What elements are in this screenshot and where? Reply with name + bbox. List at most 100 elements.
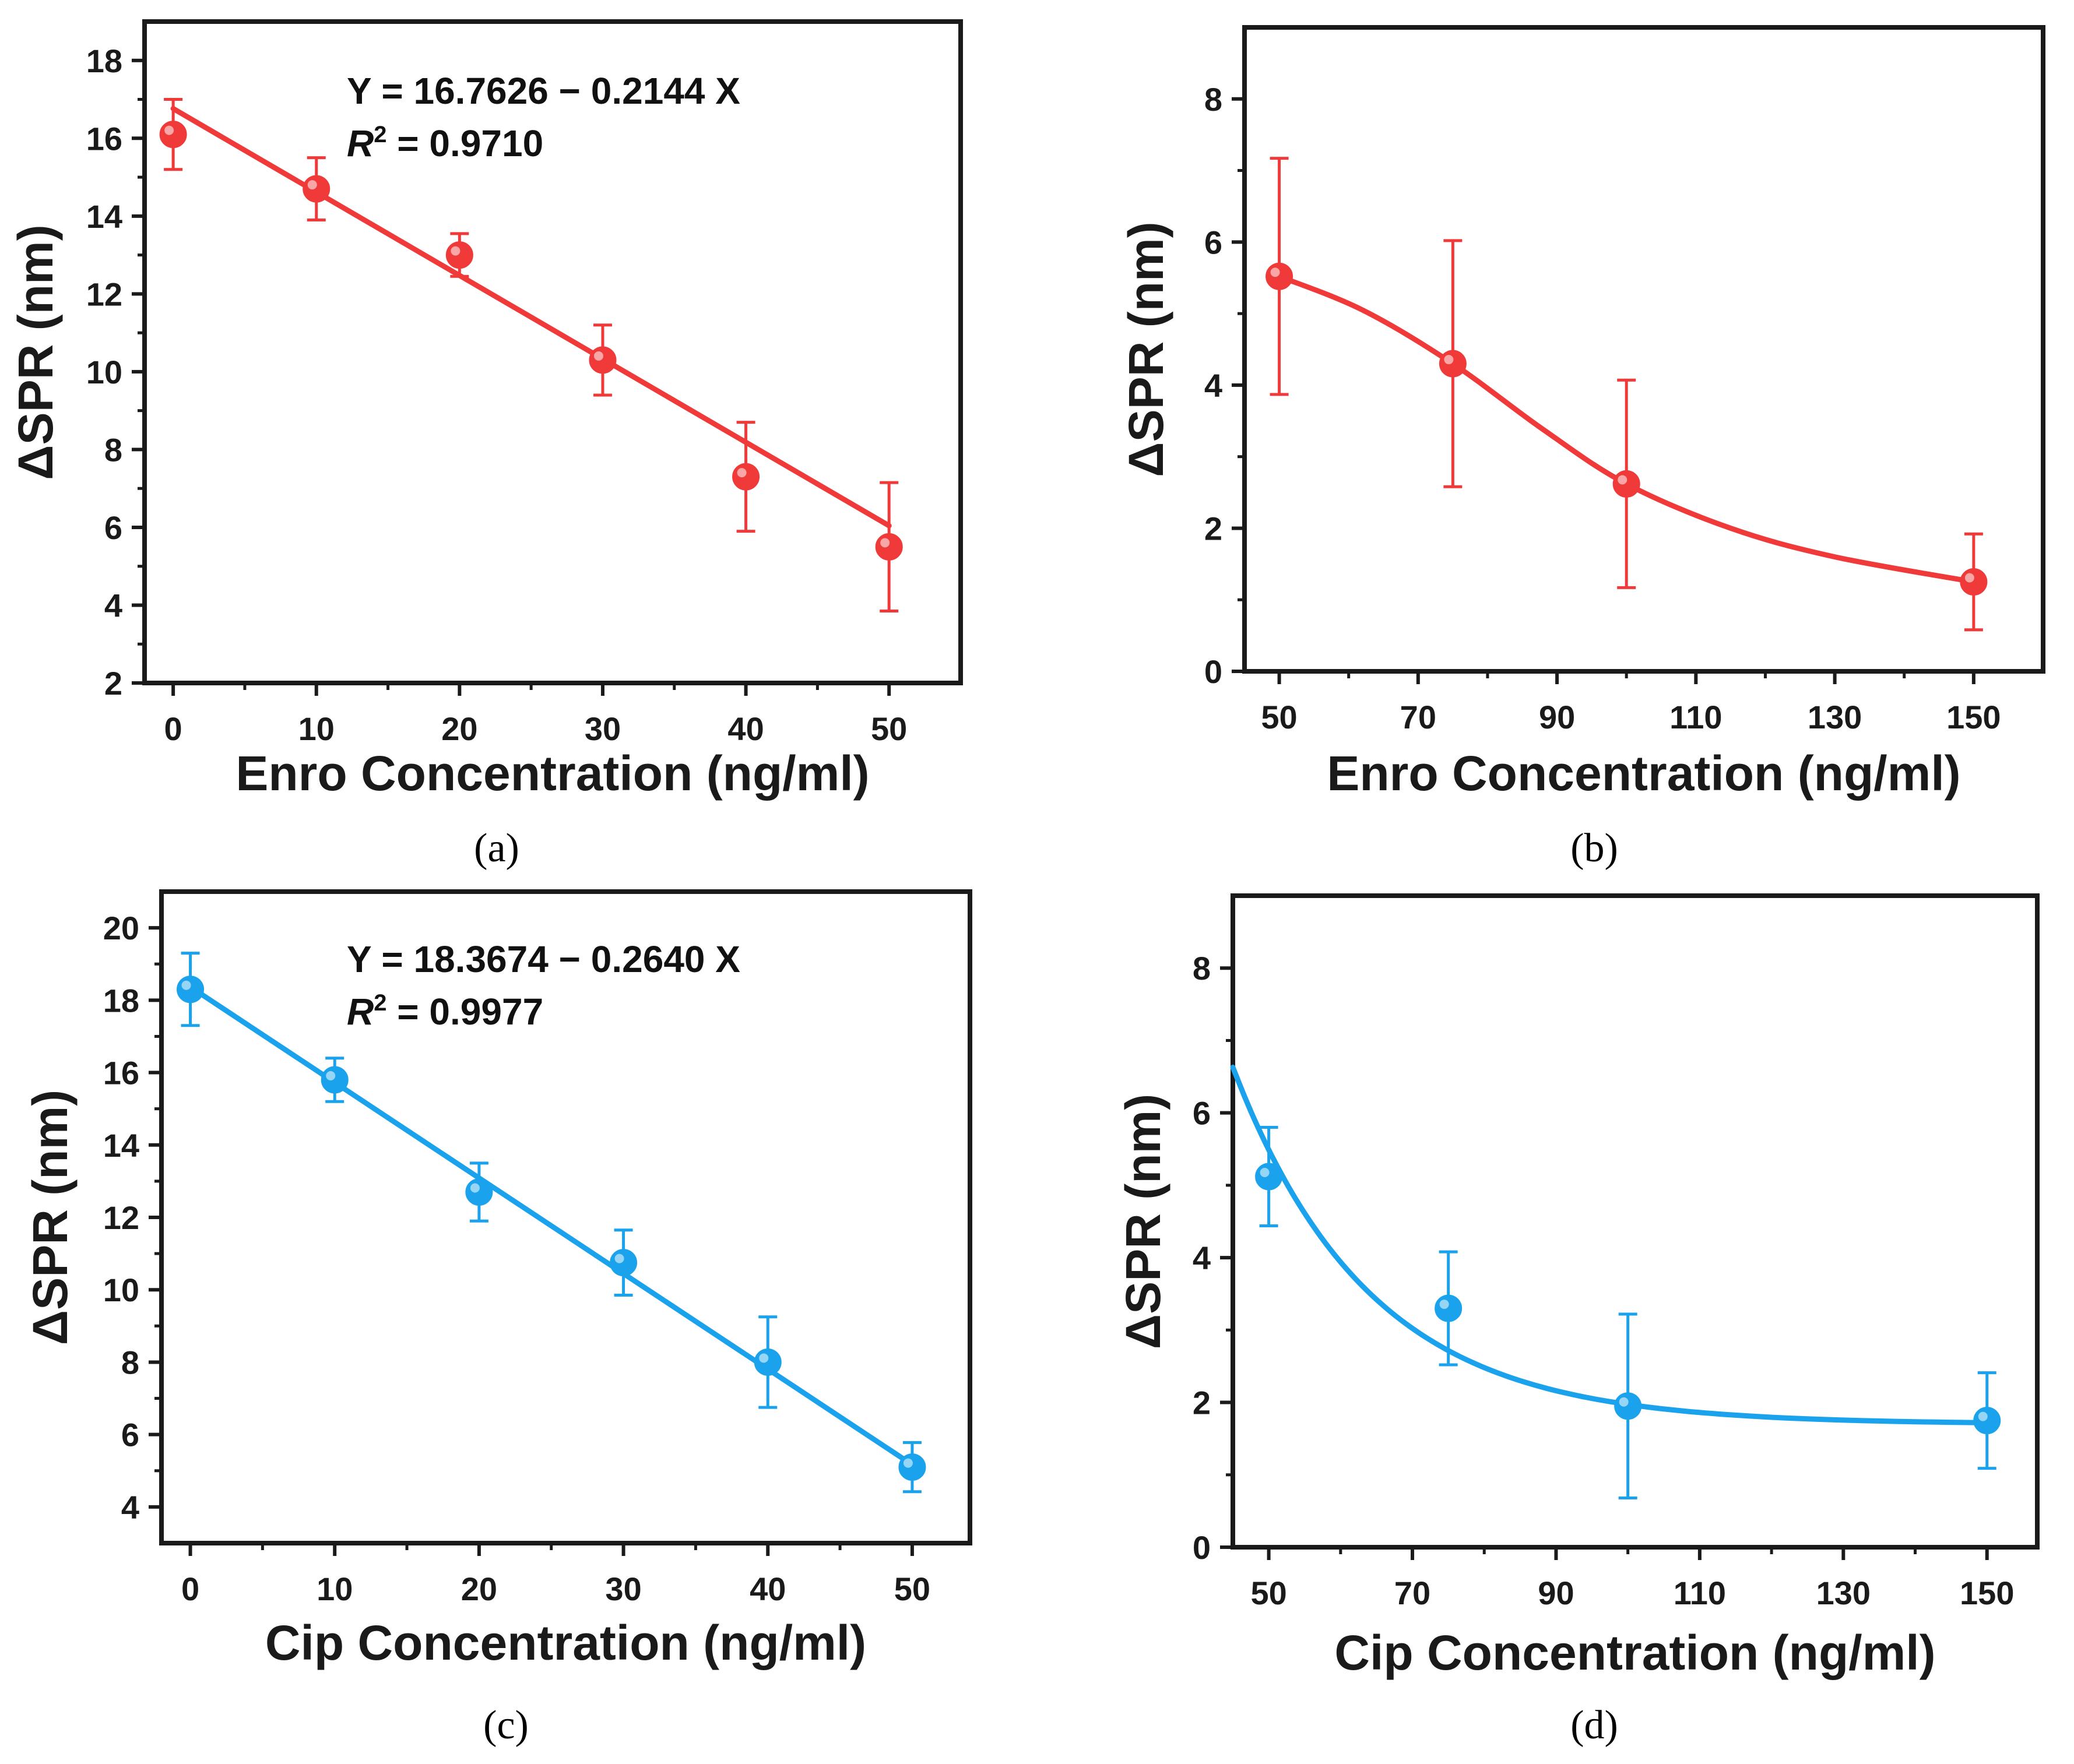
fit-r-squared: R2 = 0.9710 xyxy=(347,122,543,164)
data-point-highlight xyxy=(470,1183,480,1193)
data-point xyxy=(445,241,473,269)
data-point-highlight xyxy=(903,1458,913,1468)
x-tick-label: 10 xyxy=(298,710,335,747)
x-tick-label: 50 xyxy=(1250,1575,1286,1611)
y-tick-label: 12 xyxy=(86,276,122,312)
x-tick-label: 40 xyxy=(750,1571,786,1607)
data-point xyxy=(589,346,617,374)
y-tick-label: 8 xyxy=(104,431,122,468)
data-point-highlight xyxy=(1978,1411,1988,1421)
y-tick-label: 10 xyxy=(86,354,122,390)
x-tick-label: 50 xyxy=(894,1571,930,1607)
r-squared-value: = 0.9710 xyxy=(386,122,543,164)
y-tick-label: 6 xyxy=(1204,224,1222,260)
x-tick-label: 20 xyxy=(461,1571,497,1607)
data-point-highlight xyxy=(451,246,461,256)
x-tick-label: 50 xyxy=(871,710,907,747)
data-point-highlight xyxy=(326,1071,336,1080)
fit-equation: Y = 18.3674 − 0.2640 X xyxy=(347,938,740,980)
y-axis-title: ΔSPR (nm) xyxy=(1119,221,1173,477)
data-point xyxy=(1439,350,1467,378)
data-point xyxy=(610,1249,638,1277)
y-tick-label: 2 xyxy=(104,665,122,702)
y-tick-label: 2 xyxy=(1193,1385,1211,1421)
data-point xyxy=(303,175,331,203)
data-point-highlight xyxy=(1260,1167,1270,1177)
data-point xyxy=(159,121,187,149)
y-tick-label: 16 xyxy=(103,1055,139,1092)
x-tick-label: 150 xyxy=(1960,1575,2014,1611)
y-tick-label: 18 xyxy=(86,43,122,79)
panel-b-enro-curve: 50 70 90 110 130 150 0 2 4 6 8 Enro Concentration (… xyxy=(1119,25,2045,871)
data-point xyxy=(1614,1392,1642,1420)
data-point-highlight xyxy=(1964,573,1974,583)
data-point-highlight xyxy=(1618,475,1627,485)
x-axis-title: Cip Concentration (ng/ml) xyxy=(1334,1625,1935,1680)
fit-r-squared: R2 = 0.9977 xyxy=(347,990,543,1033)
y-tick-label: 8 xyxy=(121,1344,139,1381)
plot-frame xyxy=(159,889,972,1545)
plot-frame xyxy=(1242,25,2045,674)
data-point xyxy=(1435,1294,1463,1322)
data-point-highlight xyxy=(1439,1300,1449,1309)
y-axis-title: ΔSPR (nm) xyxy=(1116,1094,1170,1349)
data-point-highlight xyxy=(164,125,174,135)
x-tick-label: 40 xyxy=(727,710,764,747)
x-tick-label: 50 xyxy=(1261,699,1297,735)
panel-label: (c) xyxy=(483,1703,529,1748)
x-tick-label: 70 xyxy=(1394,1575,1430,1611)
data-point-highlight xyxy=(1270,267,1280,277)
data-point xyxy=(732,463,760,491)
data-point xyxy=(875,533,903,561)
y-tick-label: 8 xyxy=(1204,81,1222,118)
data-point xyxy=(898,1453,926,1481)
fit-line xyxy=(188,984,915,1467)
data-point xyxy=(1973,1407,2001,1435)
data-point-highlight xyxy=(1619,1397,1629,1407)
fit-line xyxy=(1277,273,1977,585)
panel-label: (a) xyxy=(474,826,519,871)
data-point-highlight xyxy=(614,1254,624,1263)
x-tick-label: 90 xyxy=(1539,699,1575,735)
y-tick-label: 8 xyxy=(1193,950,1211,987)
data-point-highlight xyxy=(593,351,603,361)
y-tick-label: 14 xyxy=(86,198,122,235)
x-tick-label: 150 xyxy=(1946,699,2001,735)
y-tick-label: 16 xyxy=(86,120,122,157)
data-point-highlight xyxy=(880,538,890,548)
y-tick-label: 4 xyxy=(104,587,122,624)
y-tick-label: 10 xyxy=(103,1272,139,1308)
data-point-highlight xyxy=(1444,355,1454,365)
data-point xyxy=(321,1066,349,1094)
x-axis-title: Enro Concentration (ng/ml) xyxy=(1327,746,1960,801)
y-axis-title: ΔSPR (nm) xyxy=(8,224,63,480)
x-axis-title: Enro Concentration (ng/ml) xyxy=(235,746,869,801)
x-tick-label: 20 xyxy=(441,710,477,747)
data-point xyxy=(1612,470,1640,498)
y-axis-title: ΔSPR (nm) xyxy=(23,1090,78,1345)
data-point-highlight xyxy=(737,468,747,478)
data-point-highlight xyxy=(307,180,317,190)
x-tick-label: 0 xyxy=(164,710,182,747)
y-tick-label: 2 xyxy=(1204,510,1222,547)
y-tick-label: 0 xyxy=(1204,653,1222,690)
panel-d-cip-curve: 50 70 90 110 130 150 0 2 4 6 8 Cip Concentration (n… xyxy=(1116,893,2040,1748)
y-tick-label: 18 xyxy=(103,982,139,1019)
x-tick-label: 10 xyxy=(317,1571,353,1607)
y-tick-label: 6 xyxy=(104,509,122,546)
plot-frame xyxy=(142,19,963,685)
r-squared-exponent: 2 xyxy=(374,990,386,1016)
y-tick-label: 6 xyxy=(121,1417,139,1453)
panel-label: (b) xyxy=(1570,826,1618,871)
x-tick-label: 110 xyxy=(1674,1575,1726,1611)
data-point xyxy=(1266,262,1293,290)
x-tick-label: 0 xyxy=(181,1571,199,1607)
data-point xyxy=(1960,568,1988,596)
y-tick-label: 4 xyxy=(1204,367,1222,404)
data-point-highlight xyxy=(181,980,191,990)
fit-equation: Y = 16.7626 − 0.2144 X xyxy=(347,70,740,112)
x-tick-label: 30 xyxy=(605,1571,641,1607)
r-squared-variable: R xyxy=(347,122,374,164)
data-point xyxy=(1255,1163,1283,1191)
